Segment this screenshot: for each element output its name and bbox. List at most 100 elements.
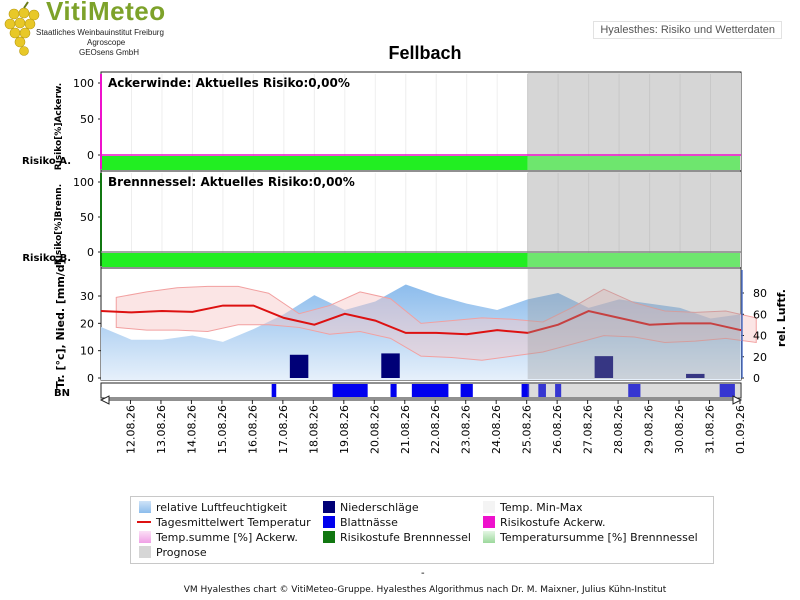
precipitation-bar: [289, 354, 309, 378]
brand-line-2: Agroscope: [87, 38, 126, 47]
prognose-swatch: [139, 546, 151, 558]
legend-item-prognose: Prognose: [139, 546, 207, 559]
prognose-area: [527, 172, 741, 267]
risk-ackerw-swatch: [483, 516, 495, 528]
app-title: Hyalesthes: Risiko und Wetterdaten: [593, 21, 782, 39]
leafwet-swatch: [323, 516, 335, 528]
y-tick-label: 0: [87, 149, 94, 162]
x-tick-label: 16.08.26: [246, 405, 259, 454]
legend-label: Niederschläge: [340, 501, 419, 514]
risk-level-strip-prognose: [527, 156, 740, 170]
legend-item-leafwet: Blattnässe: [323, 516, 398, 529]
legend-item-humidity: relative Luftfeuchtigkeit: [139, 501, 287, 514]
leaf-wetness-bar: [390, 384, 397, 397]
leaf-wetness-bar: [521, 384, 530, 397]
legend-label: relative Luftfeuchtigkeit: [156, 501, 287, 514]
x-tick-label: 21.08.26: [399, 405, 412, 454]
x-tick-label: 31.08.26: [704, 405, 717, 454]
brand-line-3: GEOsens GmbH: [79, 48, 140, 57]
legend-label: Prognose: [156, 546, 207, 559]
y-tick-label: 50: [80, 113, 94, 126]
leaf-wetness-bar: [719, 384, 735, 397]
legend-label: Tagesmittelwert Temperatur: [156, 516, 311, 529]
brand-name: VitiMeteo: [46, 0, 166, 26]
prognose-area: [527, 269, 740, 379]
risk-level-strip: [102, 253, 528, 267]
precip-swatch: [323, 501, 335, 513]
y-tick-label: 100: [73, 77, 94, 90]
leaf-wetness-bar: [538, 384, 546, 397]
tempsum-ackerw-swatch: [139, 531, 151, 543]
grape-icon: [4, 1, 40, 56]
chart-title: Fellbach: [388, 43, 462, 63]
footer-dash: -: [421, 568, 425, 579]
x-tick-label: 20.08.26: [368, 405, 381, 454]
y-axis-label-right: rel. Luftf.: [775, 289, 788, 347]
precipitation-bar: [686, 373, 705, 378]
x-tick-label: 12.08.26: [124, 405, 137, 454]
y-axis-label-left: Tr. [°c], Nied. [mm/d]: [54, 259, 67, 388]
legend-item-precip: Niederschläge: [323, 501, 419, 514]
x-tick-label: 26.08.26: [551, 405, 564, 454]
y-tick-label-right: 20: [753, 351, 767, 364]
x-tick-label: 30.08.26: [673, 405, 686, 454]
risk-brennnessel-swatch: [323, 531, 335, 543]
prognose-area: [527, 73, 741, 170]
vitimeteo-logo: VitiMeteo Staatliches Weinbauinstitut Fr…: [0, 0, 190, 66]
x-tick-label: 24.08.26: [490, 405, 503, 454]
legend-item-tempsum-ackerw: Temp.summe [%] Ackerw.: [139, 531, 298, 544]
y-tick-label-left: 0: [87, 372, 94, 385]
y-tick-label-right: 80: [753, 287, 767, 300]
x-tick-label: 23.08.26: [460, 405, 473, 454]
risk-panel-title: Brennnessel: Aktuelles Risiko:0,00%: [108, 175, 355, 189]
risk-level-strip: [102, 156, 528, 170]
x-tick-label: 28.08.26: [612, 405, 625, 454]
x-tick-label: 27.08.26: [582, 405, 595, 454]
x-tick-label: 18.08.26: [307, 405, 320, 454]
precipitation-bar: [381, 353, 400, 378]
temp-range-swatch: [483, 501, 495, 513]
leaf-wetness-bar: [555, 384, 562, 397]
x-tick-label: 13.08.26: [155, 405, 168, 454]
legend-item-risk-ackerw: Risikostufe Ackerw.: [483, 516, 605, 529]
leaf-wetness-bar: [271, 384, 277, 397]
legend-label: Risikostufe Brennnessel: [340, 531, 471, 544]
y-axis-label: Risiko[%]Ackerw.: [54, 83, 64, 170]
leaf-wetness-bar: [460, 384, 473, 397]
y-tick-label-left: 20: [80, 317, 94, 330]
brand-line-1: Staatliches Weinbauinstitut Freiburg: [36, 28, 164, 37]
footer-credit: VM Hyalesthes chart © VitiMeteo-Gruppe. …: [183, 585, 667, 595]
legend-label: Temp. Min-Max: [500, 501, 583, 514]
legend-label: Blattnässe: [340, 516, 398, 529]
x-tick-label: 17.08.26: [277, 405, 290, 454]
legend-label: Temp.summe [%] Ackerw.: [156, 531, 298, 544]
risk-row-label: Risiko B.: [22, 253, 71, 264]
y-axis-label: Risiko[%]Brenn.: [54, 184, 64, 265]
y-tick-label-left: 30: [80, 290, 94, 303]
leaf-wetness-bar: [411, 384, 449, 397]
x-tick-label: 01.09.26: [734, 405, 747, 454]
leaf-wetness-bar: [332, 384, 368, 397]
legend: relative Luftfeuchtigkeit Niederschläge …: [130, 496, 714, 564]
precipitation-bar: [594, 356, 614, 378]
prognose-area: [527, 384, 740, 397]
y-tick-label: 0: [87, 246, 94, 259]
x-tick-label: 25.08.26: [521, 405, 534, 454]
legend-item-tempsum-brennnessel: Temperatursumme [%] Brennnessel: [483, 531, 698, 544]
x-tick-label: 19.08.26: [338, 405, 351, 454]
temp-min-max-band: [115, 285, 757, 361]
x-tick-label: 14.08.26: [185, 405, 198, 454]
x-tick-label: 29.08.26: [643, 405, 656, 454]
x-tick-label: 22.08.26: [429, 405, 442, 454]
tempsum-brennnessel-swatch: [483, 531, 495, 543]
y-tick-label-right: 60: [753, 308, 767, 321]
risk-level-strip-prognose: [527, 253, 740, 267]
y-tick-label-right: 0: [753, 372, 760, 385]
y-tick-label: 100: [73, 176, 94, 189]
scroll-right-icon: [732, 395, 743, 405]
y-tick-label-right: 40: [753, 330, 767, 343]
temp-mean-swatch: [137, 521, 151, 523]
bn-label: BN: [54, 388, 70, 399]
x-tick-label: 15.08.26: [216, 405, 229, 454]
